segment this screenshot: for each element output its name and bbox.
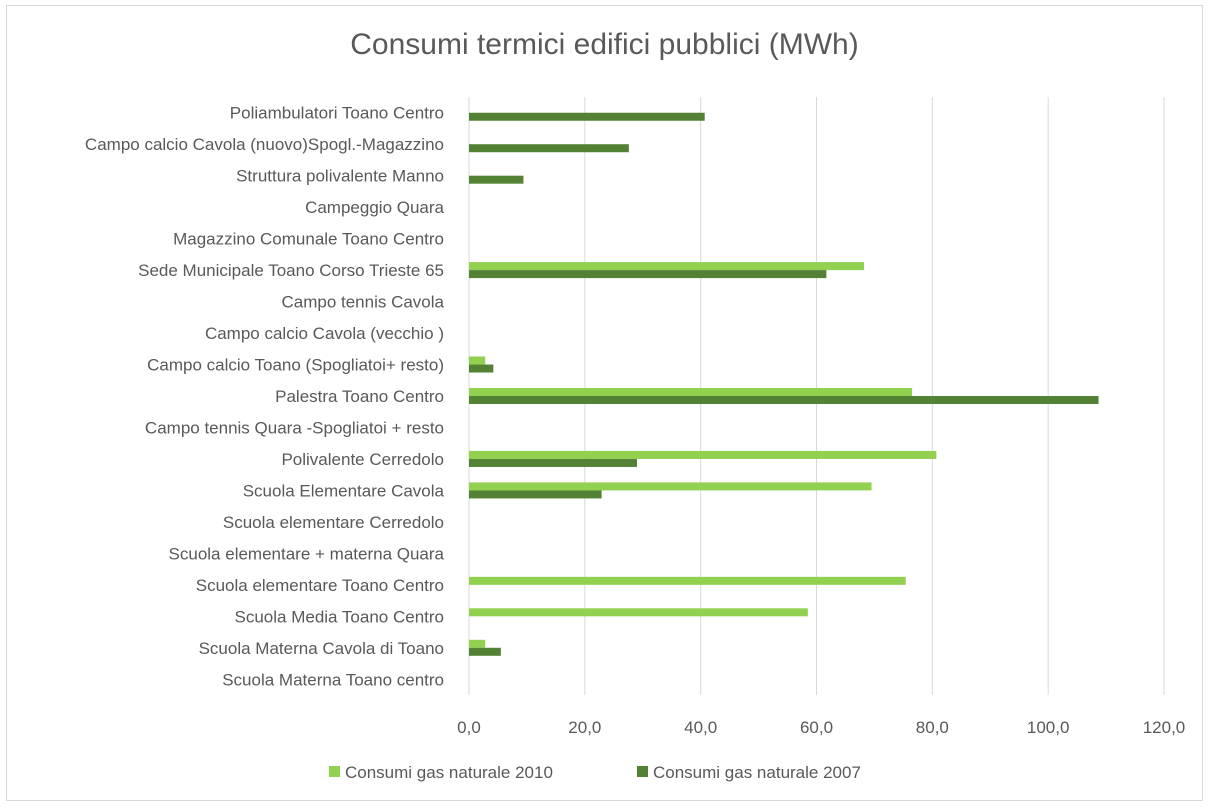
category-label: Campo tennis Cavola bbox=[281, 293, 444, 312]
category-label: Scuola elementare + materna Quara bbox=[169, 544, 445, 563]
category-label: Scuola Materna Cavola di Toano bbox=[199, 639, 444, 658]
x-tick-label: 40,0 bbox=[684, 718, 717, 737]
category-label: Campo calcio Cavola (vecchio ) bbox=[205, 324, 444, 343]
bar-2007 bbox=[469, 458, 637, 467]
category-label: Struttura polivalente Manno bbox=[236, 167, 444, 186]
category-label: Scuola Media Toano Centro bbox=[235, 607, 445, 626]
category-label: Poliambulatori Toano Centro bbox=[230, 104, 444, 123]
x-tick-label: 0,0 bbox=[457, 718, 481, 737]
bar-2007 bbox=[469, 112, 705, 121]
legend: Consumi gas naturale 2010 Consumi gas nat… bbox=[329, 763, 861, 782]
bar-2007 bbox=[469, 270, 827, 279]
x-tick-label: 60,0 bbox=[800, 718, 833, 737]
bar-2010 bbox=[469, 639, 486, 648]
bar-2010 bbox=[469, 576, 906, 585]
x-axis-ticks: 0,0 20,0 40,0 60,0 80,0 100,0 120,0 bbox=[457, 718, 1185, 737]
bar-2010 bbox=[469, 388, 913, 396]
category-labels: Poliambulatori Toano Centro Campo calcio … bbox=[85, 104, 445, 690]
bar-2007 bbox=[469, 490, 602, 499]
category-label: Palestra Toano Centro bbox=[275, 387, 444, 406]
bar-2010 bbox=[469, 482, 872, 491]
bar-2007 bbox=[469, 647, 501, 656]
bar-2007 bbox=[469, 144, 629, 153]
legend-swatch bbox=[637, 766, 648, 777]
bar-2010 bbox=[469, 608, 808, 617]
category-label: Campo calcio Cavola (nuovo)Spogl.-Magazz… bbox=[85, 135, 444, 154]
category-label: Campo tennis Quara -Spogliatoi + resto bbox=[145, 418, 444, 437]
bar-2010 bbox=[469, 262, 864, 271]
x-tick-label: 100,0 bbox=[1027, 718, 1070, 737]
category-label: Campo calcio Toano (Spogliatoi+ resto) bbox=[147, 356, 444, 375]
category-label: Scuola elementare Toano Centro bbox=[196, 576, 444, 595]
category-label: Scuola Materna Toano centro bbox=[222, 670, 444, 689]
bar-2007 bbox=[469, 396, 1099, 404]
bar-2007 bbox=[469, 175, 524, 184]
x-tick-label: 80,0 bbox=[916, 718, 949, 737]
category-label: Polivalente Cerredolo bbox=[281, 450, 444, 469]
category-label: Campeggio Quara bbox=[305, 198, 444, 217]
x-tick-label: 120,0 bbox=[1143, 718, 1186, 737]
legend-label: Consumi gas naturale 2007 bbox=[653, 763, 861, 782]
bar-2010 bbox=[469, 450, 937, 459]
bar-2007 bbox=[469, 364, 494, 373]
category-label: Scuola elementare Cerredolo bbox=[223, 513, 444, 532]
x-tick-label: 20,0 bbox=[568, 718, 601, 737]
category-label: Sede Municipale Toano Corso Trieste 65 bbox=[138, 261, 444, 280]
bars bbox=[469, 112, 1099, 656]
category-label: Magazzino Comunale Toano Centro bbox=[173, 230, 444, 249]
bar-2010 bbox=[469, 356, 486, 365]
category-label: Scuola Elementare Cavola bbox=[243, 481, 445, 500]
legend-label: Consumi gas naturale 2010 bbox=[345, 763, 553, 782]
legend-swatch bbox=[329, 766, 340, 777]
chart-title: Consumi termici edifici pubblici (MWh) bbox=[350, 28, 859, 61]
